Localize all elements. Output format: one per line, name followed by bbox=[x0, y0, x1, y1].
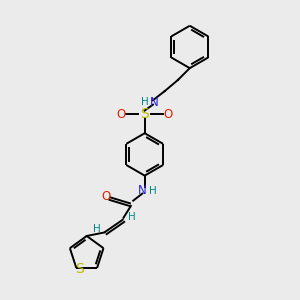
Text: H: H bbox=[128, 212, 136, 222]
Text: O: O bbox=[164, 108, 173, 121]
Text: H: H bbox=[141, 97, 149, 107]
Text: N: N bbox=[137, 184, 146, 197]
Text: O: O bbox=[102, 190, 111, 203]
Text: S: S bbox=[140, 107, 149, 121]
Text: H: H bbox=[93, 224, 101, 235]
Text: S: S bbox=[76, 262, 84, 276]
Text: H: H bbox=[149, 186, 157, 196]
Text: N: N bbox=[150, 96, 159, 109]
Text: O: O bbox=[117, 108, 126, 121]
